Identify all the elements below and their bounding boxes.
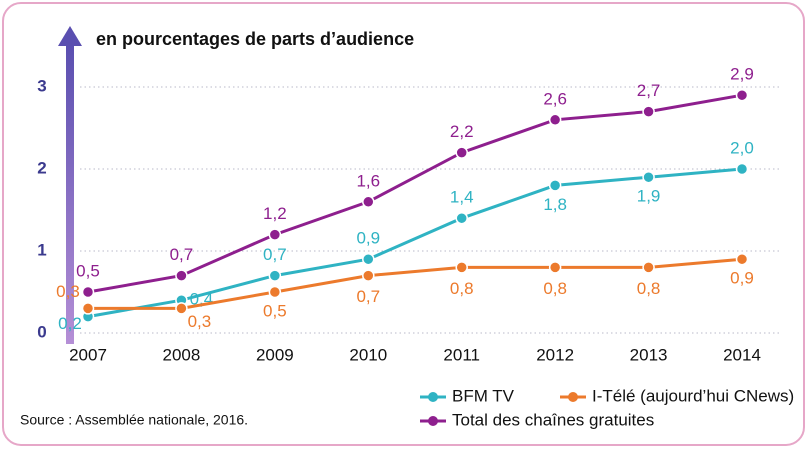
data-point: [642, 105, 655, 118]
data-label: 1,8: [543, 195, 567, 214]
data-point: [548, 179, 562, 192]
data-label: 1,2: [263, 204, 287, 223]
data-label: 0,8: [637, 279, 661, 298]
data-label: 0,2: [58, 314, 82, 333]
data-point: [81, 302, 95, 315]
data-label: 2,6: [543, 89, 567, 108]
data-point: [81, 285, 95, 299]
y-tick-label: 1: [37, 240, 46, 259]
data-point: [362, 252, 375, 266]
legend-label: Total des chaînes gratuites: [452, 410, 654, 429]
y-tick-label: 3: [37, 76, 46, 95]
y-tick-label: 0: [37, 322, 46, 341]
data-label: 0,7: [263, 245, 287, 264]
data-label: 2,0: [730, 138, 754, 157]
legend-marker: [568, 392, 578, 402]
series-line: [87, 167, 743, 319]
data-point: [735, 88, 749, 102]
data-point: [548, 261, 562, 274]
x-tick-label: 2008: [163, 345, 201, 364]
x-tick-label: 2009: [256, 345, 294, 364]
y-tick-label: 2: [37, 158, 46, 177]
data-label: 1,9: [637, 187, 661, 206]
data-point: [455, 211, 468, 225]
series-line: [87, 93, 743, 294]
x-tick-label: 2014: [723, 345, 761, 364]
data-label: 1,4: [450, 188, 474, 207]
source: Source : Assemblée nationale, 2016.: [20, 412, 248, 428]
data-label: 0,7: [356, 287, 380, 306]
data-label: 0,7: [170, 245, 194, 264]
data-label: 2,9: [730, 65, 754, 84]
data-point: [268, 228, 282, 241]
data-point: [362, 195, 375, 209]
data-point: [642, 170, 655, 184]
y-axis: [66, 44, 74, 344]
data-label: 2,2: [450, 122, 474, 141]
data-point: [735, 162, 749, 176]
legend-marker: [428, 392, 438, 402]
y-axis-arrow: [58, 26, 82, 46]
data-label: 0,5: [76, 261, 100, 280]
x-tick-label: 2007: [69, 345, 107, 364]
legend-marker: [428, 416, 438, 426]
legend-label: BFM TV: [452, 386, 515, 405]
data-label: 0,8: [450, 279, 474, 298]
data-label: 0,8: [543, 279, 567, 298]
data-point: [268, 269, 282, 282]
data-point: [175, 269, 188, 282]
data-label: 0,5: [263, 301, 287, 320]
data-point: [362, 269, 375, 282]
data-point: [455, 261, 468, 274]
frame: [2, 2, 805, 446]
data-point: [735, 252, 749, 266]
data-point: [455, 146, 468, 159]
data-label: 2,7: [637, 81, 661, 100]
data-label: 0,9: [356, 229, 380, 248]
data-point: [548, 113, 562, 127]
series-line: [88, 257, 743, 310]
data-label: 1,6: [356, 171, 380, 190]
data-label: 0,3: [56, 282, 80, 301]
legend-label: I-Télé (aujourd’hui CNews): [592, 386, 794, 405]
chart-title: en pourcentages de parts d’audience: [96, 29, 414, 49]
data-label: 0,3: [188, 312, 212, 331]
data-label: 0,9: [730, 269, 754, 288]
data-point: [642, 261, 655, 274]
x-tick-label: 2012: [536, 345, 574, 364]
data-point: [175, 302, 188, 315]
x-tick-label: 2011: [443, 345, 480, 364]
x-tick-label: 2013: [630, 345, 668, 364]
data-point: [268, 285, 282, 299]
x-tick-label: 2010: [349, 345, 387, 364]
